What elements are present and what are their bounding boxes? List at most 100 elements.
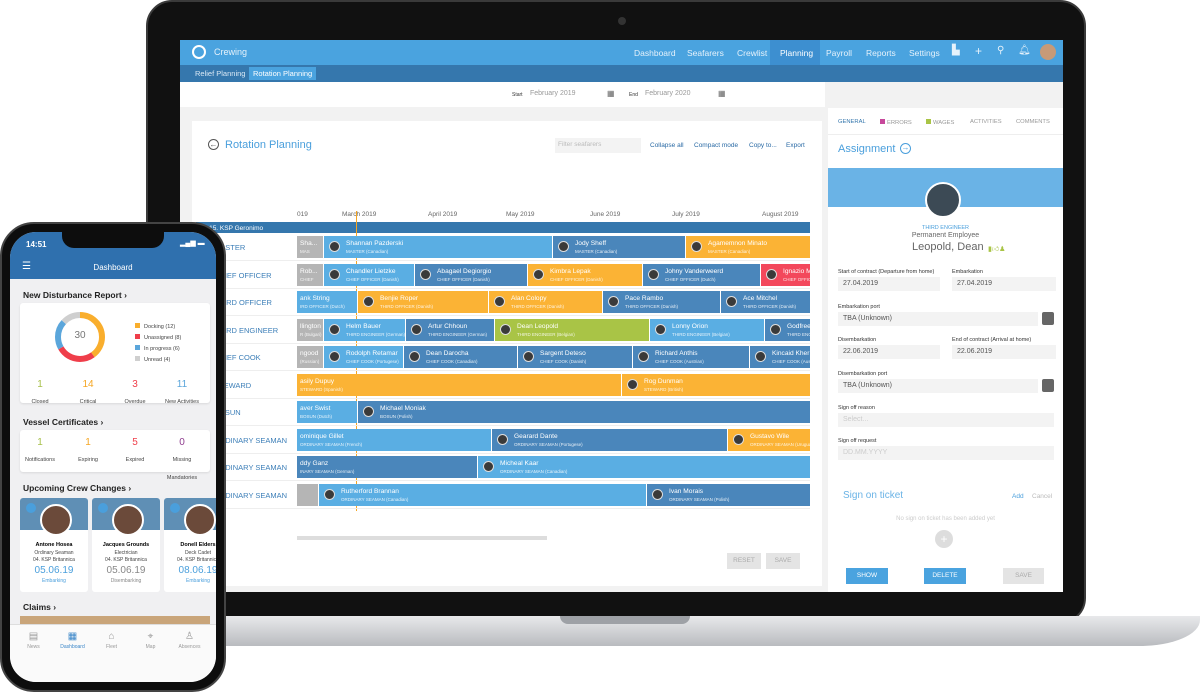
stat-overdue[interactable]: 3 Overdue [112, 379, 158, 408]
reset-button[interactable]: RESET [727, 553, 761, 569]
map-pin-icon[interactable] [1042, 379, 1054, 392]
sign-off-request-input[interactable]: DD.MM.YYYY [838, 446, 1054, 460]
cert-notifications[interactable]: 1 Notifications [17, 437, 63, 466]
calendar-icon[interactable]: ▦ [718, 89, 726, 98]
assignment-bar[interactable]: ominique Gillet ORDINARY SEAMAN (French) [297, 428, 491, 451]
crew-changes-title[interactable]: Upcoming Crew Changes › [23, 483, 132, 493]
certificates-title[interactable]: Vessel Certificates › [23, 417, 104, 427]
menu-icon[interactable]: ☰ [22, 261, 31, 272]
ship-icon[interactable]: ▙ [952, 45, 960, 56]
assignment-bar[interactable]: Gearard Dante ORDINARY SEAMAN (Portugese) [492, 428, 727, 451]
save-button[interactable]: SAVE [1003, 568, 1044, 584]
assignment-bar[interactable]: Abagael Degiorgio CHIEF OFFICER (Danish) [415, 263, 527, 286]
assignment-bar[interactable]: Godfree THIRD ENG [765, 318, 810, 341]
tab-fleet[interactable]: ⌂ Fleet [92, 631, 131, 650]
tab-general[interactable]: GENERAL [838, 119, 866, 125]
assignment-bar[interactable]: Sargent Deteso CHIEF COOK (Danish) [518, 346, 632, 368]
assignment-bar[interactable]: llington R (Bulgari) [297, 318, 323, 341]
calendar-icon[interactable]: ▦ [607, 89, 615, 98]
assignment-bar[interactable]: Pace Rambo THIRD OFFICER (Danish) [603, 291, 720, 313]
end-contract-input[interactable]: 22.06.2019 [952, 345, 1056, 359]
disembarkation-input[interactable]: 22.06.2019 [838, 345, 940, 359]
assignment-bar[interactable]: Lonny Orion THIRD ENGINEER (Belgian) [650, 318, 764, 341]
sign-off-reason-select[interactable]: Select... [838, 413, 1054, 427]
user-avatar[interactable] [1040, 44, 1056, 60]
compact-mode-link[interactable]: Compact mode [694, 142, 739, 149]
start-date-input[interactable]: February 2019 [530, 90, 576, 97]
crew-card[interactable]: Antone Hosea Ordinary Seaman 04. KSP Brita… [20, 498, 88, 592]
assignment-bar[interactable]: Dean Darocha CHIEF COOK (Canadian) [404, 346, 517, 368]
assignment-bar[interactable] [297, 483, 318, 506]
nav-dashboard[interactable]: Dashboard [634, 48, 676, 58]
tab-news[interactable]: ▤ News [14, 631, 53, 650]
tab-dashboard[interactable]: ▦ Dashboard [53, 631, 92, 650]
horizontal-scrollbar[interactable] [297, 536, 547, 540]
assignment-bar[interactable]: Kincaid Kher CHIEF COOK (Austr [750, 346, 810, 368]
assignment-bar[interactable]: ngood (Russian) [297, 346, 323, 368]
cert-missing-mandatories[interactable]: 0 Missing Mandatories [159, 437, 205, 484]
assignment-bar[interactable]: Richard Anthis CHIEF COOK (Austrian) [633, 346, 749, 368]
assignment-bar[interactable]: Gustavo Wile ORDINARY SEAMAN (Urugua [728, 428, 810, 451]
save-button[interactable]: SAVE [766, 553, 800, 569]
tab-comments[interactable]: COMMENTS [1016, 119, 1050, 125]
embarkation-input[interactable]: 27.04.2019 [952, 277, 1056, 291]
assignment-bar[interactable]: Agamemnon Minato MASTER (Canadian) [686, 236, 810, 258]
add-ticket-icon[interactable]: + [935, 530, 953, 548]
report-card[interactable]: 30 Docking (12) Unassigned (8) In progress… [20, 303, 210, 405]
nav-settings[interactable]: Settings [909, 48, 940, 58]
assignment-bar[interactable]: Ace Mitchel THIRD OFFICER (Danish) [721, 291, 810, 313]
assignment-bar[interactable]: Artur Chhoun THIRD ENGINEER (German) [406, 318, 494, 341]
tab-wages[interactable]: WAGES [926, 119, 954, 126]
tab-absences[interactable]: ♙ Absences [170, 631, 209, 650]
filter-seafarers-input[interactable]: Filter seafarers [555, 138, 641, 153]
assignment-bar[interactable]: Shannan Pazderski MASTER (Canadian) [324, 236, 552, 258]
back-icon[interactable]: ← [208, 139, 219, 150]
start-contract-input[interactable]: 27.04.2019 [838, 277, 940, 291]
assignment-bar[interactable]: ddy Ganz INARY SEAMAN (German) [297, 456, 477, 478]
assignment-bar[interactable]: Rodolph Retamar CHIEF COOK (Portugese) [324, 346, 403, 368]
show-button[interactable]: SHOW [846, 568, 888, 584]
nav-payroll[interactable]: Payroll [826, 48, 852, 58]
add-icon[interactable]: + [975, 44, 983, 58]
claims-title[interactable]: Claims › [23, 602, 57, 612]
end-date-input[interactable]: February 2020 [645, 90, 691, 97]
bell-icon[interactable]: 🔔︎ [1018, 45, 1031, 56]
ship-group-header[interactable]: ▾ 15. KSP Geronimo [196, 222, 810, 233]
key-icon[interactable]: ⚲ [997, 45, 1005, 56]
map-pin-icon[interactable] [1042, 312, 1054, 325]
assignment-bar[interactable]: Rob... CHIEF [297, 263, 323, 286]
assignment-bar[interactable]: Dean Leopold THIRD ENGINEER (Belgian) [495, 318, 649, 341]
assignment-bar[interactable]: Rutherford Brannan ORDINARY SEAMAN (Canad… [319, 483, 646, 506]
cancel-ticket-link[interactable]: Cancel [1032, 493, 1053, 500]
nav-seafarers[interactable]: Seafarers [687, 48, 724, 58]
assignment-bar[interactable]: Sha... MAS [297, 236, 323, 258]
cert-expiring[interactable]: 1 Expiring [65, 437, 111, 466]
nav-crewlist[interactable]: Crewlist [737, 48, 768, 58]
stat-critical[interactable]: 14 Critical [65, 379, 111, 408]
assignment-bar[interactable]: Jody Sheff MASTER (Canadian) [553, 236, 685, 258]
export-link[interactable]: Export [786, 142, 805, 149]
disembarkation-port-select[interactable]: TBA (Unknown) [838, 379, 1038, 393]
crew-card[interactable]: Jacques Grounds Electrician 04. KSP Britan… [92, 498, 160, 592]
add-ticket-link[interactable]: Add [1012, 493, 1024, 500]
arrow-right-icon[interactable]: → [900, 143, 911, 154]
copy-to-link[interactable]: Copy to... [749, 142, 777, 149]
tab-activities[interactable]: ACTIVITIES [970, 119, 1002, 125]
embarkation-port-select[interactable]: TBA (Unknown) [838, 312, 1038, 326]
delete-button[interactable]: DELETE [924, 568, 966, 584]
certificates-card[interactable]: 1 Notifications 1 Expiring 5 Expired 0 Missing … [17, 430, 210, 481]
assignment-bar[interactable]: Michael Moniak BOSUN (Polish) [358, 401, 810, 423]
crew-card[interactable]: Donell Elders Deck Cadet 04. KSP Britannic… [164, 498, 216, 592]
cert-expired[interactable]: 5 Expired [112, 437, 158, 466]
assignment-bar[interactable]: Alan Colopy THIRD OFFICER (Danish) [489, 291, 602, 313]
assignment-bar[interactable]: Johny Vanderweerd CHIEF OFFICER (Dutch) [643, 263, 760, 286]
tab-map[interactable]: ⌖ Map [131, 631, 170, 650]
assignment-bar[interactable]: Benjie Roper THIRD OFFICER (Danish) [358, 291, 488, 313]
assignment-bar[interactable]: Chandler Lietzke CHIEF OFFICER (Danish) [324, 263, 414, 286]
assignment-bar[interactable]: aver Swist BOSUN (Dutch) [297, 401, 357, 423]
nav-planning[interactable]: Planning [780, 48, 814, 58]
report-title[interactable]: New Disturbance Report › [23, 290, 127, 300]
tab-relief-planning[interactable]: Relief Planning [195, 69, 246, 78]
tab-rotation-planning[interactable]: Rotation Planning [249, 67, 317, 80]
